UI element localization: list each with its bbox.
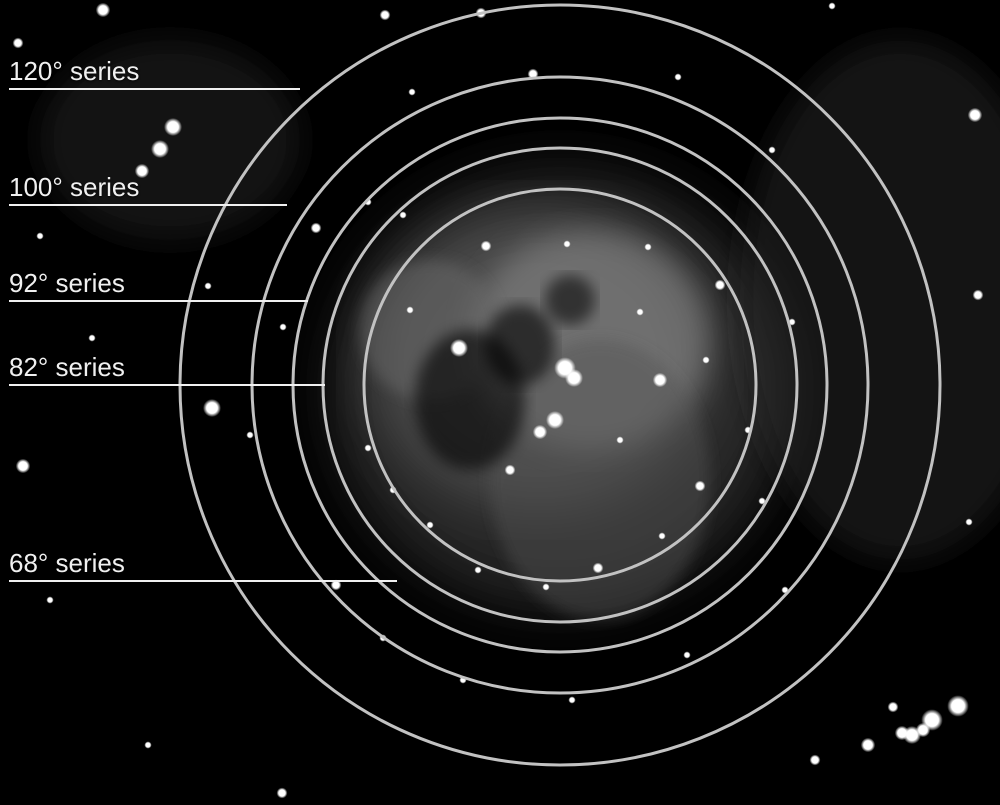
dust-lane <box>485 305 555 385</box>
star <box>382 12 388 18</box>
star <box>454 343 464 353</box>
series-label: 100° series <box>9 172 139 203</box>
star <box>48 598 52 602</box>
star <box>618 438 622 442</box>
series-label: 68° series <box>9 548 125 579</box>
series-label: 120° series <box>9 56 139 87</box>
star <box>646 245 650 249</box>
star <box>717 282 723 288</box>
star <box>530 71 536 77</box>
star <box>99 6 107 14</box>
star <box>569 373 579 383</box>
star <box>570 698 574 702</box>
star <box>975 292 981 298</box>
leader-line <box>9 300 308 302</box>
star <box>90 336 94 340</box>
star <box>168 122 178 132</box>
star <box>660 534 664 538</box>
star <box>507 467 513 473</box>
star <box>685 653 689 657</box>
star <box>313 225 319 231</box>
star <box>410 90 414 94</box>
star <box>770 148 774 152</box>
star <box>279 790 285 796</box>
star <box>248 433 252 437</box>
leader-line <box>9 384 325 386</box>
star <box>408 308 412 312</box>
star <box>19 462 27 470</box>
star <box>281 325 285 329</box>
star <box>38 234 42 238</box>
leader-line <box>9 88 300 90</box>
star <box>890 704 896 710</box>
star <box>967 520 971 524</box>
star <box>15 40 21 46</box>
series-label: 92° series <box>9 268 125 299</box>
star <box>971 111 979 119</box>
dust-lane <box>545 275 595 325</box>
star <box>366 446 370 450</box>
star <box>428 523 432 527</box>
star <box>656 376 664 384</box>
star <box>704 358 708 362</box>
star <box>155 144 165 154</box>
star <box>638 310 642 314</box>
star <box>536 428 544 436</box>
star <box>812 757 818 763</box>
star <box>898 729 906 737</box>
fov-diagram <box>0 0 1000 805</box>
star <box>550 415 560 425</box>
leader-line <box>9 580 397 582</box>
star <box>207 403 217 413</box>
star <box>697 483 703 489</box>
leader-line <box>9 204 287 206</box>
star <box>790 320 794 324</box>
star <box>333 582 339 588</box>
star <box>401 213 405 217</box>
star <box>952 700 964 712</box>
star <box>783 588 787 592</box>
star <box>676 75 680 79</box>
star <box>565 242 569 246</box>
star <box>830 4 834 8</box>
star <box>595 565 601 571</box>
star <box>476 568 480 572</box>
star <box>206 284 210 288</box>
star <box>146 743 150 747</box>
star <box>544 585 548 589</box>
series-label: 82° series <box>9 352 125 383</box>
star <box>483 243 489 249</box>
star <box>926 714 938 726</box>
star <box>760 499 764 503</box>
star <box>864 741 872 749</box>
